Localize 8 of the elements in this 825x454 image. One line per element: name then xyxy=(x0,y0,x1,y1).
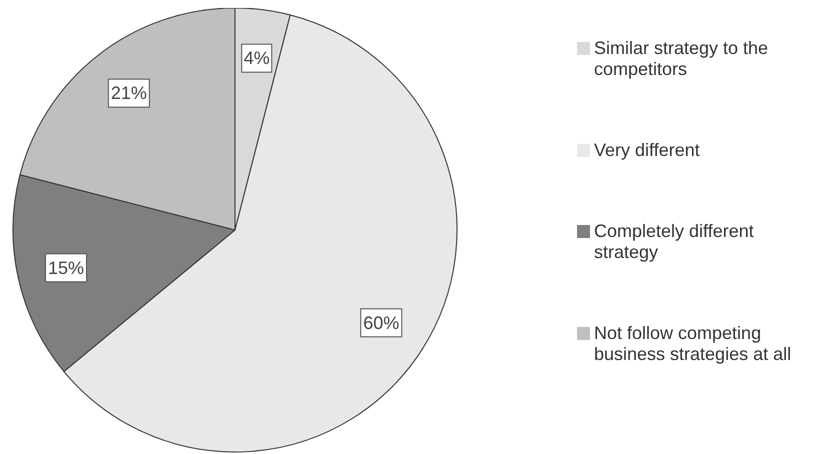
legend-label: Not follow competing business strategies at all xyxy=(594,322,792,364)
legend-label: Very different xyxy=(594,140,701,160)
data-label: 4% xyxy=(244,48,270,68)
legend-label: Completely different strategy xyxy=(594,220,755,262)
legend-label: Similar strategy to the competitors xyxy=(594,38,770,80)
data-label: 21% xyxy=(110,83,147,104)
data-label: 60% xyxy=(363,312,400,333)
data-label: 15% xyxy=(48,258,84,278)
